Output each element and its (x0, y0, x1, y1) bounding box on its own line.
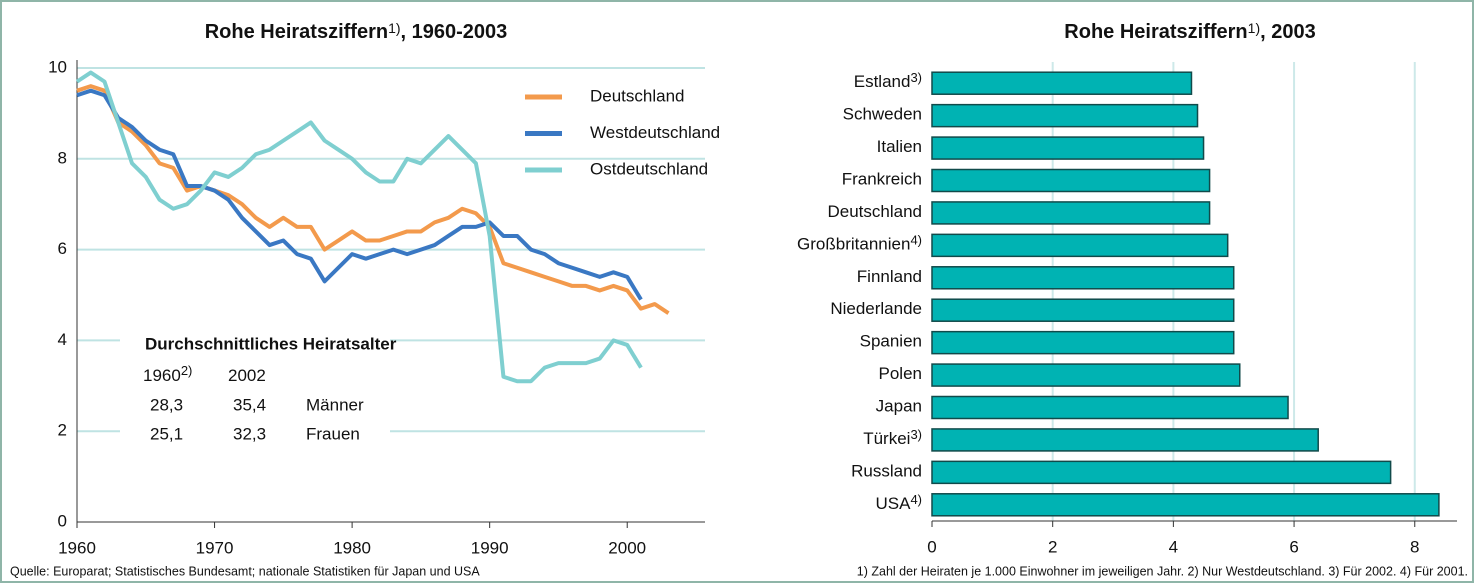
bar (931, 395, 1289, 420)
category-text: Türkei (863, 429, 910, 448)
category-note: 3) (910, 71, 922, 86)
category-text: Frankreich (842, 170, 922, 189)
category-note: 4) (910, 233, 922, 248)
category-text: Spanien (860, 332, 922, 351)
legend-label: Westdeutschland (590, 123, 720, 142)
bar (931, 330, 1235, 355)
x-tick-label: 0 (927, 537, 936, 556)
inset-title: Durchschnittliches Heiratsalter (145, 334, 397, 353)
legend-label: Ostdeutschland (590, 159, 708, 178)
category-text: Polen (879, 365, 922, 384)
category-text: Russland (851, 462, 922, 481)
bar (931, 103, 1199, 128)
category-text: Schweden (843, 105, 922, 124)
bar (931, 363, 1241, 387)
title-suffix: , 2003 (1260, 21, 1316, 43)
title-note: 1) (388, 20, 400, 36)
title-suffix: , 1960-2003 (401, 21, 508, 43)
title-note: 1) (1248, 20, 1260, 36)
inset-header: 19602) (143, 363, 192, 385)
category-text: Deutschland (827, 202, 922, 221)
y-tick-label: 2 (58, 421, 67, 440)
line-series (76, 84, 670, 315)
title-text: Rohe Heiratsziffern (1064, 21, 1247, 43)
inset-cell: Männer (306, 395, 364, 414)
inset-cell: 28,3 (150, 395, 183, 414)
category-text: Estland (854, 73, 911, 92)
inset-header-text: 2002 (228, 366, 266, 385)
inset-box (120, 325, 390, 455)
line-series (76, 88, 643, 301)
category-label: Finnland (857, 267, 922, 286)
inset-header: 2002 (228, 366, 266, 385)
category-text: Italien (877, 138, 922, 157)
category-label: Frankreich (842, 170, 922, 189)
category-text: Großbritannien (797, 235, 910, 254)
x-tick-label: 2000 (608, 538, 646, 557)
inset-header-text: 1960 (143, 366, 181, 385)
category-note: 4) (910, 492, 922, 507)
bar (931, 493, 1440, 517)
x-tick-label: 1990 (471, 538, 509, 557)
bar (931, 201, 1211, 225)
category-label: Russland (851, 462, 922, 481)
x-tick-label: 8 (1410, 537, 1419, 556)
bar (931, 460, 1392, 485)
legend-label: Deutschland (590, 86, 685, 105)
category-note: 3) (910, 427, 922, 442)
bar (931, 266, 1235, 290)
bar (931, 168, 1211, 193)
x-tick-label: 2 (1048, 537, 1057, 556)
category-label: Estland3) (854, 71, 922, 92)
category-label: Türkei3) (863, 427, 922, 448)
category-label: Großbritannien4) (797, 233, 922, 254)
bar (931, 298, 1235, 322)
y-tick-label: 6 (58, 239, 67, 258)
category-label: USA4) (875, 492, 922, 513)
bar (931, 71, 1193, 95)
category-label: Polen (879, 365, 922, 384)
chart-title: Rohe Heiratsziffern1), 1960-2003 (205, 20, 508, 44)
inset-header-note: 2) (181, 363, 193, 378)
bar (931, 428, 1319, 452)
category-text: Japan (876, 397, 922, 416)
x-tick-label: 6 (1289, 537, 1298, 556)
x-tick-label: 1960 (58, 538, 96, 557)
line-series (75, 70, 643, 384)
category-text: USA (875, 494, 911, 513)
bar (931, 136, 1205, 160)
category-text: Niederlande (830, 300, 922, 319)
y-tick-label: 10 (48, 57, 67, 76)
x-tick-label: 1970 (196, 538, 234, 557)
category-label: Japan (876, 397, 922, 416)
x-tick-label: 1980 (333, 538, 371, 557)
x-tick-label: 4 (1169, 537, 1178, 556)
y-tick-label: 8 (58, 148, 67, 167)
chart-title: Rohe Heiratsziffern1), 2003 (1064, 20, 1315, 44)
category-label: Schweden (843, 105, 922, 124)
category-label: Niederlande (830, 300, 922, 319)
category-label: Spanien (860, 332, 922, 351)
bar (931, 233, 1229, 258)
y-tick-label: 0 (58, 511, 67, 530)
inset-cell: Frauen (306, 424, 360, 443)
category-text: Finnland (857, 267, 922, 286)
inset-cell: 35,4 (233, 395, 266, 414)
source-note: Quelle: Europarat; Statistisches Bundesa… (10, 564, 480, 578)
title-text: Rohe Heiratsziffern (205, 21, 388, 43)
category-label: Deutschland (827, 202, 922, 221)
footnote: 1) Zahl der Heiraten je 1.000 Einwohner … (857, 564, 1468, 578)
category-label: Italien (877, 138, 922, 157)
inset-cell: 32,3 (233, 424, 266, 443)
inset-cell: 25,1 (150, 424, 183, 443)
y-tick-label: 4 (58, 330, 67, 349)
